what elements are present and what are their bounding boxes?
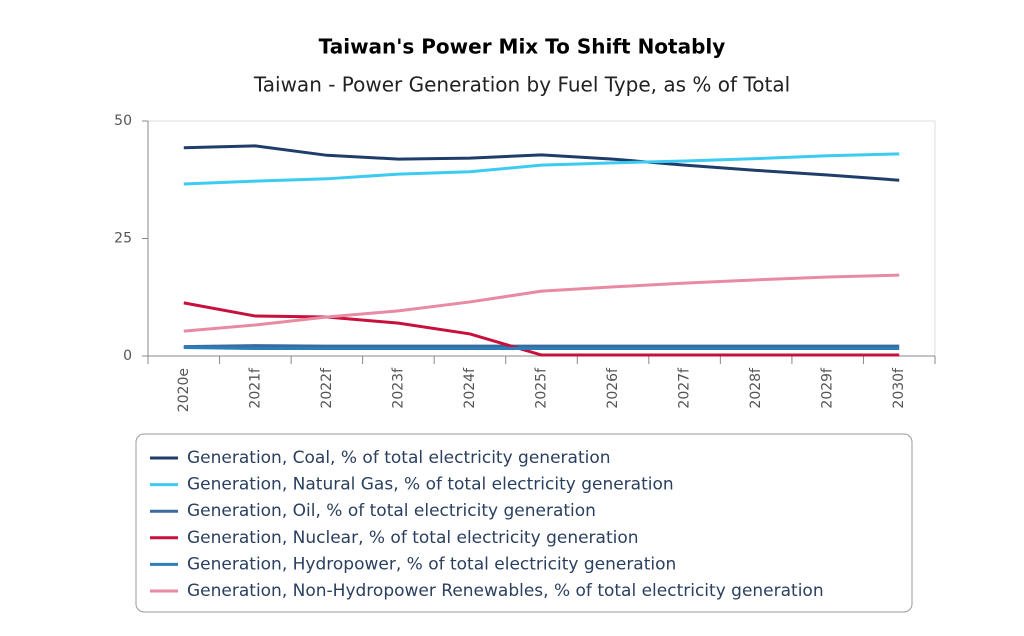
x-tick-label: 2026f: [605, 367, 621, 409]
x-tick-label: 2020e: [176, 368, 192, 412]
legend-box: [135, 433, 913, 613]
y-tick-label: 25: [114, 231, 132, 247]
y-tick-label: 50: [114, 113, 132, 129]
x-tick-label: 2023f: [390, 367, 406, 409]
series-line: [183, 273, 900, 333]
x-tick-label: 2029f: [820, 367, 836, 409]
x-tick-label: 2028f: [748, 367, 764, 409]
y-tick-label: 0: [123, 348, 132, 364]
x-tick-label: 2021f: [247, 367, 263, 409]
legend-label: Generation, Oil, % of total electricity …: [187, 501, 596, 521]
legend-label: Generation, Coal, % of total electricity…: [187, 448, 611, 468]
series-line: [183, 152, 900, 186]
x-tick-label: 2022f: [319, 367, 335, 409]
chart-subtitle: Taiwan - Power Generation by Fuel Type, …: [253, 73, 790, 97]
x-tick-label: 2027f: [677, 367, 693, 409]
legend-label: Generation, Hydropower, % of total elect…: [187, 554, 676, 574]
series-line: [183, 144, 900, 182]
legend-label: Generation, Nuclear, % of total electric…: [187, 528, 639, 548]
series-line: [183, 346, 900, 350]
x-tick-label: 2025f: [534, 367, 550, 409]
chart-title: Taiwan's Power Mix To Shift Notably: [319, 35, 726, 59]
x-tick-label: 2024f: [462, 367, 478, 409]
legend-label: Generation, Non-Hydropower Renewables, %…: [187, 581, 824, 601]
x-tick-label: 2030f: [891, 367, 907, 409]
series-line: [183, 301, 900, 357]
legend-label: Generation, Natural Gas, % of total elec…: [187, 475, 674, 495]
series-line: [183, 344, 900, 349]
